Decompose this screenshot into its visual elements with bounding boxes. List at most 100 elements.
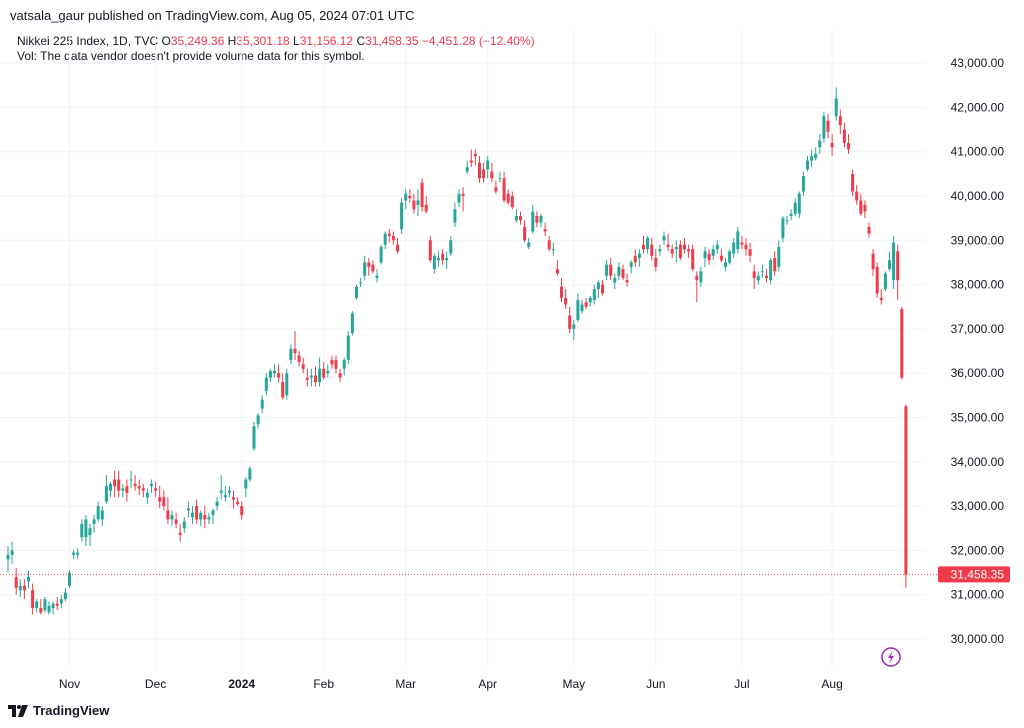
candle-body (478, 162, 481, 179)
candle-body (314, 375, 317, 383)
low-label: L (293, 34, 300, 48)
high-label: H (227, 34, 237, 48)
candle-body (145, 492, 149, 498)
candle-body (498, 178, 502, 180)
candle-body (273, 370, 276, 374)
x-tick-label: Dec (145, 677, 166, 691)
candle-body (219, 490, 223, 493)
candle-body (760, 271, 764, 273)
candle-body (719, 255, 723, 261)
candle-body (699, 271, 703, 283)
candlestick-chart[interactable]: 31,458.35 30,000.00 31,000.00 32,000.00 33,… (0, 0, 1024, 700)
tradingview-footer[interactable]: TradingView (8, 703, 109, 718)
candle-body (842, 129, 846, 143)
events-icon[interactable] (881, 647, 901, 667)
x-tick-label: Mar (395, 677, 416, 691)
candle-body (227, 490, 231, 493)
candle-body (51, 603, 55, 608)
candle-body (211, 510, 215, 515)
candle-body (514, 215, 518, 221)
candle-body (416, 200, 420, 205)
candle-body (551, 249, 555, 251)
candle-body (445, 258, 449, 261)
y-tick-label: 31,000.00 (951, 588, 1005, 602)
y-tick-label: 38,000.00 (951, 278, 1005, 292)
x-tick-label: Aug (821, 677, 842, 691)
candle-body (55, 603, 59, 606)
candle-body (154, 488, 158, 491)
candle-body (437, 258, 440, 261)
candle-body (547, 240, 551, 250)
candle-body (609, 264, 613, 276)
candle-body (572, 324, 576, 329)
candle-body (687, 249, 691, 252)
candle-body (338, 373, 342, 378)
candle-body (293, 348, 297, 354)
candle-body (449, 240, 453, 254)
candle-body (10, 550, 14, 555)
candle-body (637, 253, 641, 259)
candle-body (461, 193, 465, 196)
candle-body (199, 512, 203, 520)
candle-body (838, 116, 842, 126)
y-tick-label: 39,000.00 (951, 233, 1005, 247)
candle-body (318, 368, 322, 383)
candle-body (100, 510, 104, 520)
candle-body (215, 501, 219, 507)
candle-body (281, 382, 285, 398)
close-label: C (356, 34, 366, 48)
high-value: 35,301.18 (236, 34, 290, 48)
change-value: −4,451.28 (−12.40%) (421, 34, 535, 48)
candle-body (289, 348, 293, 360)
candle-body (355, 286, 358, 298)
low-value: 31,156.12 (299, 34, 354, 48)
candle-body (68, 572, 71, 586)
candle-body (900, 308, 904, 378)
candle-body (453, 209, 457, 223)
candle-body (186, 508, 190, 511)
symbol-title[interactable]: Nikkei 225 Index, 1D, TVC (17, 34, 159, 48)
candle-body (84, 519, 88, 538)
candle-body (633, 255, 637, 263)
tradingview-brand: TradingView (33, 703, 110, 718)
candle-body (789, 213, 793, 216)
candle-body (260, 399, 264, 409)
candle-body (383, 233, 387, 245)
candle-body (646, 238, 650, 250)
candle-body (76, 552, 80, 555)
candle-body (728, 251, 732, 263)
candle-body (170, 514, 174, 520)
y-tick-label: 40,000.00 (951, 189, 1005, 203)
candle-body (654, 258, 658, 267)
candle-body (182, 521, 186, 529)
candle-body (674, 246, 678, 250)
candle-body (371, 264, 375, 272)
candle-body (666, 244, 670, 247)
candle-body (834, 98, 838, 117)
y-axis[interactable]: 30,000.00 31,000.00 32,000.00 33,000.00 34,0… (951, 56, 1005, 646)
candle-body (773, 258, 777, 272)
candle-body (109, 483, 112, 491)
candle-body (523, 227, 527, 241)
candle-body (309, 375, 313, 378)
candle-body (818, 140, 822, 148)
x-tick-label: Nov (59, 677, 80, 691)
candle-body (125, 486, 129, 493)
x-tick-label: May (562, 677, 585, 691)
x-axis[interactable]: Nov Dec 2024 Feb Mar Apr May Jun Jul Aug (59, 677, 843, 691)
candle-body (875, 266, 879, 294)
candle-body (531, 211, 535, 232)
candle-body (252, 426, 256, 449)
candle-body (256, 415, 260, 425)
grid-lines (0, 30, 925, 668)
candle-body (519, 215, 522, 221)
candle-body (47, 605, 51, 613)
y-tick-label: 41,000.00 (951, 145, 1005, 159)
candle-body (744, 244, 748, 250)
x-tick-label: 2024 (228, 677, 255, 691)
candle-body (814, 153, 818, 159)
candle-body (428, 240, 432, 261)
candle-body (301, 364, 305, 369)
candle-body (326, 370, 330, 374)
candle-body (408, 196, 412, 199)
